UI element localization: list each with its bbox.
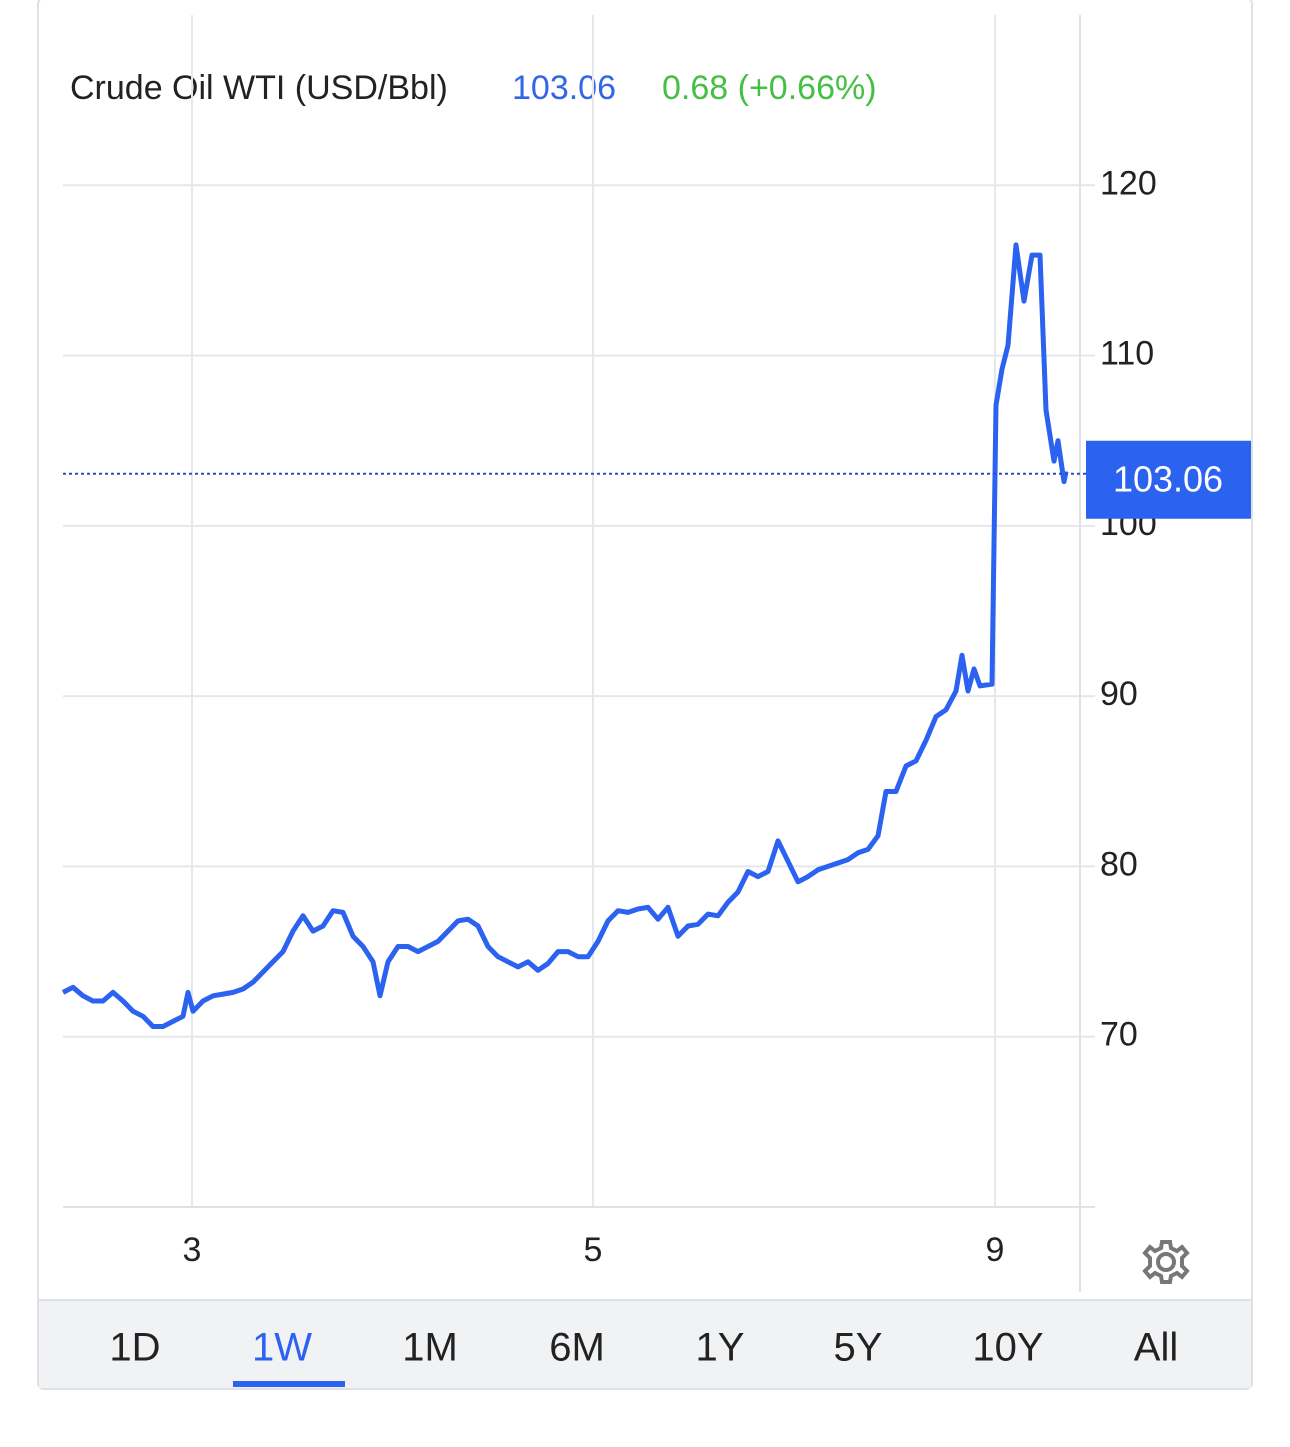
last-price: 103.06 — [512, 69, 616, 107]
x-tick-label: 9 — [986, 1231, 1005, 1269]
range-tab[interactable]: 5Y — [834, 1326, 883, 1370]
price-tag-label: 103.06 — [1113, 458, 1223, 499]
range-tab[interactable]: 6M — [549, 1326, 605, 1370]
y-tick-label: 80 — [1100, 845, 1138, 883]
range-tab[interactable]: 1W — [252, 1326, 312, 1370]
range-tab[interactable]: 10Y — [972, 1326, 1043, 1370]
settings-icon[interactable] — [1142, 1240, 1190, 1284]
x-tick-label: 3 — [183, 1231, 202, 1269]
active-tab-underline — [233, 1381, 345, 1387]
card — [37, 0, 1253, 1390]
price-tag — [1086, 440, 1251, 519]
y-tick-label: 70 — [1100, 1016, 1138, 1054]
range-tab[interactable]: 1D — [109, 1326, 160, 1370]
y-tick-label: 120 — [1100, 164, 1157, 202]
chart-title: Crude Oil WTI (USD/Bbl) — [70, 69, 448, 107]
range-tab[interactable]: 1M — [402, 1326, 458, 1370]
price-change: 0.68 (+0.66%) — [662, 69, 877, 107]
range-tab[interactable]: 1Y — [696, 1326, 745, 1370]
x-tick-label: 5 — [584, 1231, 603, 1269]
y-tick-label: 90 — [1100, 675, 1138, 713]
price-line — [61, 242, 1069, 1029]
range-bar — [39, 1300, 1251, 1388]
y-tick-label: 110 — [1100, 335, 1154, 373]
range-tab[interactable]: All — [1134, 1326, 1178, 1370]
